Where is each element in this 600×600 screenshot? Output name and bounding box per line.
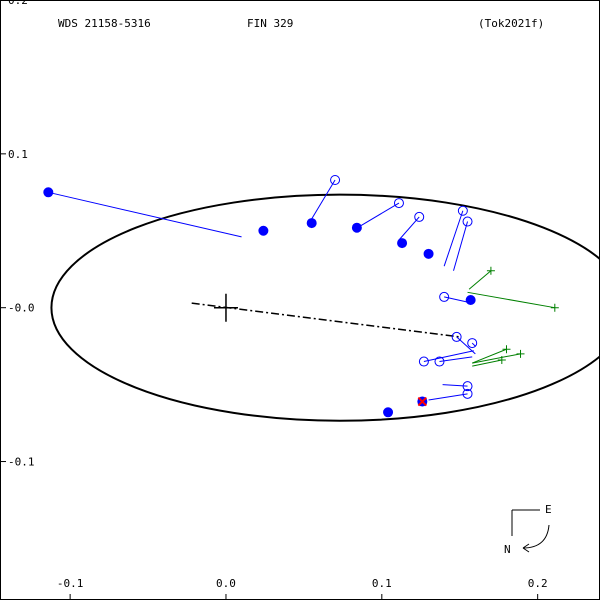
- measurement-filled-0: [43, 187, 54, 198]
- residual-line-open-1: [359, 202, 400, 227]
- residual-line-cross-4: [472, 359, 502, 367]
- orbit-ellipse: [50, 193, 600, 422]
- measurement-open-6: [418, 356, 429, 367]
- measurement-open-0: [330, 175, 341, 185]
- residual-line-open-4: [453, 221, 469, 271]
- residual-line-open-7: [439, 356, 473, 363]
- compass-rotation-arrow: [522, 524, 550, 549]
- y-tick-label-2: -0.0: [8, 302, 35, 315]
- x-tick-label-0: -0.1: [57, 577, 84, 590]
- residual-line-open-6: [423, 350, 474, 363]
- measurement-open-9: [467, 338, 478, 349]
- residual-line-filled-0: [48, 191, 242, 238]
- measurement-filled-6: [465, 295, 476, 305]
- compass-arrow-head: [522, 543, 530, 553]
- x-tick-label-1: 0.0: [216, 577, 236, 590]
- x-tick-label-2: 0.1: [372, 577, 392, 590]
- residual-line-cross-1: [468, 270, 492, 290]
- residual-line-open-9: [471, 342, 476, 347]
- primary-star-marker: [213, 293, 238, 322]
- measurement-cross-2: [502, 345, 511, 354]
- measurement-filled-3: [351, 222, 362, 233]
- measurement-open-8: [451, 331, 462, 342]
- primary-star-cross: [213, 293, 238, 322]
- measurement-open-5: [439, 291, 450, 302]
- header-reference: (Tok2021f): [478, 17, 544, 30]
- measurement-filled-1: [258, 225, 269, 236]
- residual-line-open-0: [309, 179, 336, 222]
- residual-line-cross-0: [467, 291, 555, 309]
- measurement-open-11: [462, 388, 473, 399]
- compass-rose: E N: [504, 503, 552, 556]
- x-tick-label-3: 0.2: [528, 577, 548, 590]
- measurement-filled-7: [383, 407, 394, 418]
- measurement-filled-2: [306, 218, 317, 229]
- measurement-open-7: [434, 356, 445, 367]
- measurement-open-3: [457, 205, 468, 216]
- y-tick-label-1: 0.1: [8, 148, 28, 161]
- residual-lines: [48, 179, 555, 401]
- residual-line-cross-2: [472, 348, 507, 364]
- residual-line-open-3: [443, 210, 464, 267]
- measurement-cross-3: [516, 349, 525, 358]
- orbit-ellipse-layer: [50, 193, 600, 422]
- residual-line-open-10: [442, 384, 468, 387]
- header-wds: WDS 21158-5316: [58, 17, 151, 30]
- measurement-markers: [43, 175, 559, 418]
- compass-north-label: N: [504, 543, 511, 556]
- measurement-filled-4: [397, 238, 408, 249]
- highlight-marker-0: [417, 396, 428, 407]
- axis-ticks: -0.1 0.0 0.1 0.2 0.2 0.1 -0.0 -0.1: [1, 0, 548, 599]
- y-tick-label-3: -0.1: [8, 456, 35, 469]
- measurement-cross-0: [550, 303, 559, 312]
- compass-east-label: E: [545, 503, 552, 516]
- measurement-open-1: [393, 198, 404, 209]
- residual-line-open-8: [456, 336, 476, 355]
- measurement-open-10: [462, 381, 473, 392]
- measurement-cross-4: [497, 356, 506, 364]
- residual-line-open-11: [428, 393, 468, 401]
- measurement-open-2: [414, 211, 425, 222]
- residual-line-cross-3: [472, 353, 521, 364]
- header-discoverer: FIN 329: [247, 17, 293, 30]
- y-tick-label-0: 0.2: [8, 0, 28, 7]
- measurement-cross-1: [486, 266, 495, 275]
- compass-east-arm: [511, 509, 540, 536]
- measurement-filled-5: [423, 248, 434, 259]
- measurement-open-4: [462, 216, 473, 227]
- residual-line-open-2: [398, 216, 420, 241]
- line-of-nodes: [191, 302, 460, 338]
